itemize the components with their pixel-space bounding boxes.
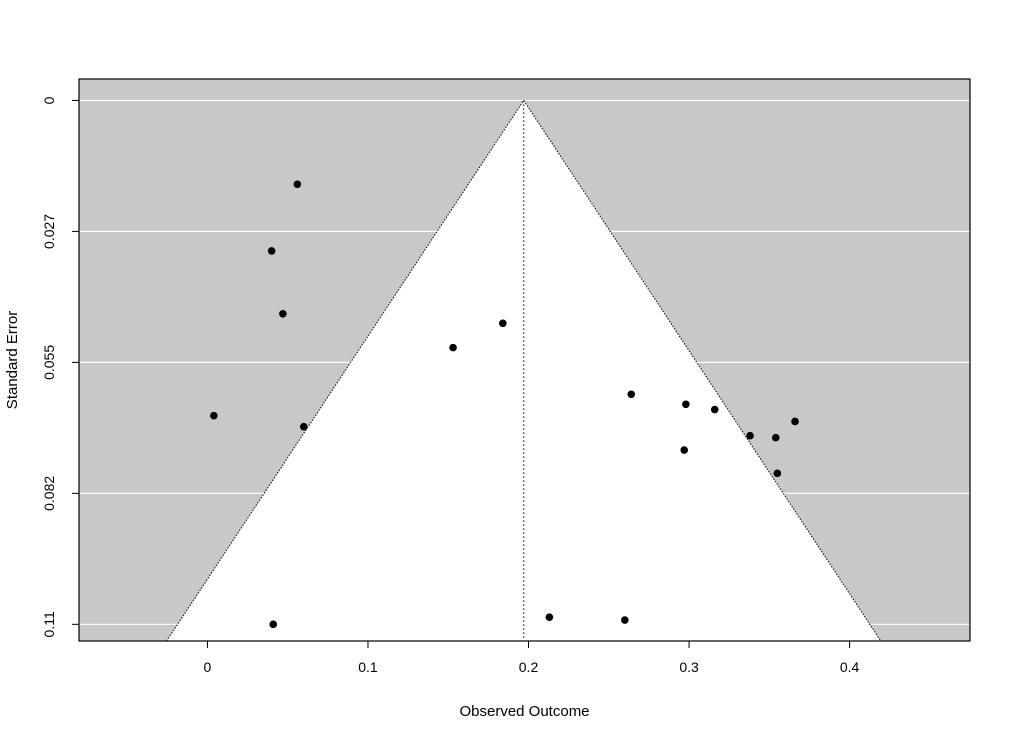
data-points [210, 180, 799, 629]
data-point [791, 417, 799, 426]
x-tick-label: 0 [204, 659, 212, 675]
y-tick-label: 0.055 [41, 345, 57, 380]
data-point [499, 319, 507, 328]
data-point [545, 613, 554, 621]
x-tick-label: 0.3 [679, 659, 699, 675]
data-point [710, 405, 719, 414]
data-point [449, 343, 457, 352]
y-tick-label: 0 [41, 96, 57, 104]
funnel-region [166, 100, 881, 642]
data-point [682, 400, 690, 409]
x-axis: 0 0.1 0.2 0.3 0.4 [204, 641, 860, 675]
data-point [771, 433, 780, 442]
data-point [680, 446, 689, 454]
x-tick-label: 0.2 [519, 659, 539, 675]
data-point [299, 422, 308, 431]
data-point [279, 310, 287, 318]
y-tick-label: 0.027 [41, 214, 57, 249]
y-axis-title: Standard Error [4, 311, 21, 409]
x-axis-title: Observed Outcome [459, 703, 589, 720]
data-point [269, 620, 278, 629]
data-point [267, 247, 276, 255]
y-tick-label: 0.082 [41, 476, 57, 511]
x-tick-label: 0.4 [840, 659, 860, 675]
data-point [746, 431, 754, 440]
data-point [621, 616, 629, 624]
data-point [293, 180, 302, 189]
data-point [210, 411, 218, 420]
data-point [627, 390, 636, 399]
y-tick-label: 0.11 [41, 611, 57, 637]
data-point [773, 469, 782, 478]
plot-frame [78, 78, 971, 642]
x-tick-label: 0.1 [358, 659, 378, 675]
y-axis: 0 0.027 0.055 0.082 0.11 [41, 96, 79, 637]
